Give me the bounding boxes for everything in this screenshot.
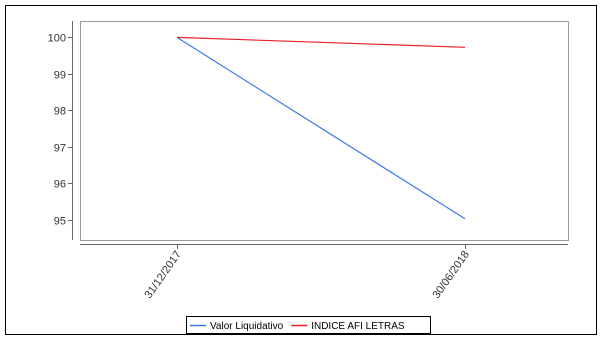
y-tick-label: 96 [54, 179, 66, 191]
y-axis: 95 96 97 98 99 100 [48, 21, 73, 240]
y-tick-label: 98 [54, 106, 66, 118]
y-tick-label: 97 [54, 143, 66, 155]
y-tick-label: 99 [54, 70, 66, 82]
legend-label: Valor Liquidativo [210, 321, 284, 332]
legend-box [186, 316, 431, 334]
y-tick-label: 95 [54, 216, 66, 228]
y-tick-label: 100 [48, 33, 66, 45]
legend-label: INDICE AFI LETRAS [311, 321, 405, 332]
series-layer [176, 36, 466, 220]
series-line [176, 36, 466, 220]
series-line [176, 36, 466, 48]
legend: Valor Liquidativo INDICE AFI LETRAS [186, 316, 431, 334]
